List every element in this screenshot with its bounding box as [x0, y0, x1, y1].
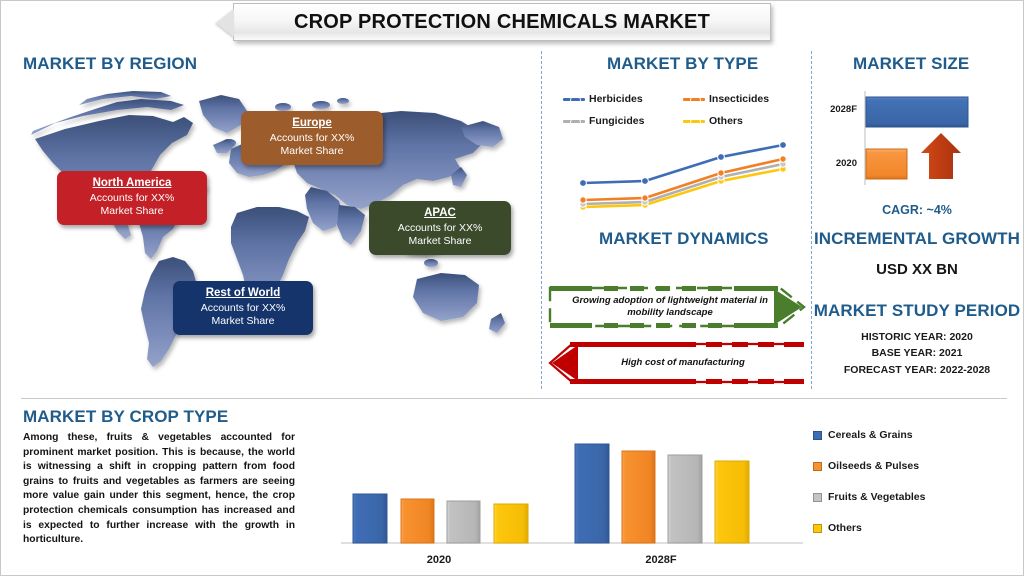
study-period-base: BASE YEAR: 2021	[871, 347, 963, 360]
callout-europe-line2: Market Share	[280, 145, 344, 158]
market-by-crop-type-bar-chart: 2020 2028F	[331, 423, 813, 568]
horizontal-divider	[21, 398, 1007, 399]
restraint-top-bar	[566, 342, 804, 347]
crop-legend-swatch-fruits-vegetables	[813, 492, 822, 502]
callout-apac-title: APAC	[424, 207, 456, 219]
bar-2028f-fruits-vegetables	[667, 454, 703, 544]
cagr-label: CAGR: ~4%	[882, 203, 952, 217]
crop-legend-swatch-oilseeds-pulses	[813, 461, 822, 471]
callout-rest-of-world[interactable]: Rest of World Accounts for XX% Market Sh…	[173, 281, 313, 335]
line-fungicides	[581, 162, 785, 206]
callout-north-america-line1: Accounts for XX%	[89, 191, 175, 204]
line-others	[581, 167, 785, 209]
title-banner: CROP PROTECTION CHEMICALS MARKET	[233, 3, 771, 41]
growth-arrow-icon	[921, 133, 961, 179]
market-by-type-heading: MARKET BY TYPE	[607, 54, 759, 73]
legend-label-others: Others	[709, 115, 743, 127]
crop-legend-item-fruits-vegetables[interactable]: Fruits & Vegetables	[813, 491, 1013, 503]
bar-2020	[865, 148, 908, 180]
callout-apac-line1: Accounts for XX%	[397, 221, 483, 234]
market-by-crop-type-legend: Cereals & Grains Oilseeds & Pulses Fruit…	[813, 429, 1013, 553]
crop-axis-label-2020: 2020	[427, 554, 451, 566]
region-section-heading: MARKET BY REGION	[23, 54, 198, 73]
legend-label-fungicides: Fungicides	[589, 115, 645, 127]
legend-marker-fungicides	[563, 116, 585, 128]
restraint-arrow: High cost of manufacturing	[546, 341, 806, 385]
bar-2028f	[865, 96, 969, 128]
restraint-arrow-head	[552, 345, 578, 381]
incremental-growth-heading: INCREMENTAL GROWTH	[813, 229, 1021, 248]
crop-legend-item-others[interactable]: Others	[813, 522, 1013, 534]
restraint-bottom-bar	[566, 379, 804, 384]
legend-item-herbicides[interactable]: Herbicides	[563, 93, 683, 106]
line-insecticides	[581, 157, 785, 202]
legend-marker-others	[683, 116, 705, 128]
bar-2028f-cereals-grains	[574, 443, 610, 544]
crop-legend-item-cereals-grains[interactable]: Cereals & Grains	[813, 429, 1013, 441]
bar-2020-others	[493, 503, 529, 544]
bar-2020-oilseeds-pulses	[400, 498, 435, 544]
driver-bottom-bar	[550, 323, 778, 328]
line-herbicides	[581, 143, 785, 185]
callout-rest-of-world-line1: Accounts for XX%	[200, 301, 286, 314]
bar-2020-cereals-grains	[352, 493, 388, 544]
callout-europe-title: Europe	[292, 117, 332, 129]
legend-item-fungicides[interactable]: Fungicides	[563, 115, 683, 128]
market-size-heading: MARKET SIZE	[853, 54, 970, 73]
study-period-forecast: FORECAST YEAR: 2022-2028	[843, 363, 991, 376]
page-title: CROP PROTECTION CHEMICALS MARKET	[293, 10, 711, 33]
market-by-crop-type-paragraph: Among these, fruits & vegetables account…	[23, 432, 295, 546]
driver-arrow: Growing adoption of lightweight material…	[548, 284, 806, 330]
legend-label-insecticides: Insecticides	[709, 93, 770, 105]
legend-marker-herbicides	[563, 94, 585, 106]
crop-legend-label-others: Others	[828, 522, 862, 534]
market-study-period-list: HISTORIC YEAR: 2020 BASE YEAR: 2021 FORE…	[811, 329, 1023, 378]
market-size-category-2028f: 2028F	[830, 104, 857, 115]
callout-north-america-line2: Market Share	[100, 205, 164, 218]
callout-europe-line1: Accounts for XX%	[269, 131, 355, 144]
incremental-growth-value: USD XX BN	[876, 261, 958, 278]
legend-item-others[interactable]: Others	[683, 115, 803, 128]
bar-2020-fruits-vegetables	[446, 500, 481, 544]
crop-legend-swatch-others	[813, 523, 822, 533]
legend-label-herbicides: Herbicides	[589, 93, 643, 105]
callout-rest-of-world-line2: Market Share	[211, 315, 275, 328]
callout-apac[interactable]: APAC Accounts for XX% Market Share	[369, 201, 511, 255]
driver-arrow-head	[774, 289, 802, 325]
market-by-type-line-chart	[557, 131, 805, 221]
market-by-crop-type-heading: MARKET BY CROP TYPE	[23, 407, 229, 426]
vertical-divider-left	[541, 51, 542, 389]
study-period-historic: HISTORIC YEAR: 2020	[861, 331, 973, 343]
callout-apac-line2: Market Share	[408, 235, 472, 248]
crop-legend-item-oilseeds-pulses[interactable]: Oilseeds & Pulses	[813, 460, 1013, 472]
driver-top-bar	[550, 286, 778, 291]
callout-rest-of-world-title: Rest of World	[205, 287, 281, 299]
callout-north-america[interactable]: North America Accounts for XX% Market Sh…	[57, 171, 207, 225]
market-study-period-heading: MARKET STUDY PERIOD	[813, 301, 1021, 320]
restraint-text: High cost of manufacturing	[621, 356, 745, 368]
callout-europe[interactable]: Europe Accounts for XX% Market Share	[241, 111, 383, 165]
crop-axis-label-2028f: 2028F	[645, 554, 676, 566]
callout-north-america-title: North America	[92, 177, 172, 189]
legend-item-insecticides[interactable]: Insecticides	[683, 93, 803, 106]
market-by-type-legend: Herbicides Insecticides Fungicides Other…	[563, 93, 803, 128]
vertical-divider-right	[811, 51, 812, 389]
market-size-bar-chart: 2028F 2020	[817, 83, 1017, 193]
crop-legend-label-oilseeds-pulses: Oilseeds & Pulses	[828, 460, 920, 472]
crop-legend-label-cereals-grains: Cereals & Grains	[828, 429, 913, 441]
market-dynamics-heading: MARKET DYNAMICS	[599, 229, 769, 248]
crop-legend-label-fruits-vegetables: Fruits & Vegetables	[828, 491, 926, 503]
driver-text: Growing adoption of lightweight material…	[572, 294, 768, 318]
legend-marker-insecticides	[683, 94, 705, 106]
bar-2028f-others	[714, 460, 750, 544]
bar-2028f-oilseeds-pulses	[621, 450, 656, 544]
market-size-category-2020: 2020	[836, 158, 857, 169]
crop-legend-swatch-cereals-grains	[813, 430, 822, 440]
